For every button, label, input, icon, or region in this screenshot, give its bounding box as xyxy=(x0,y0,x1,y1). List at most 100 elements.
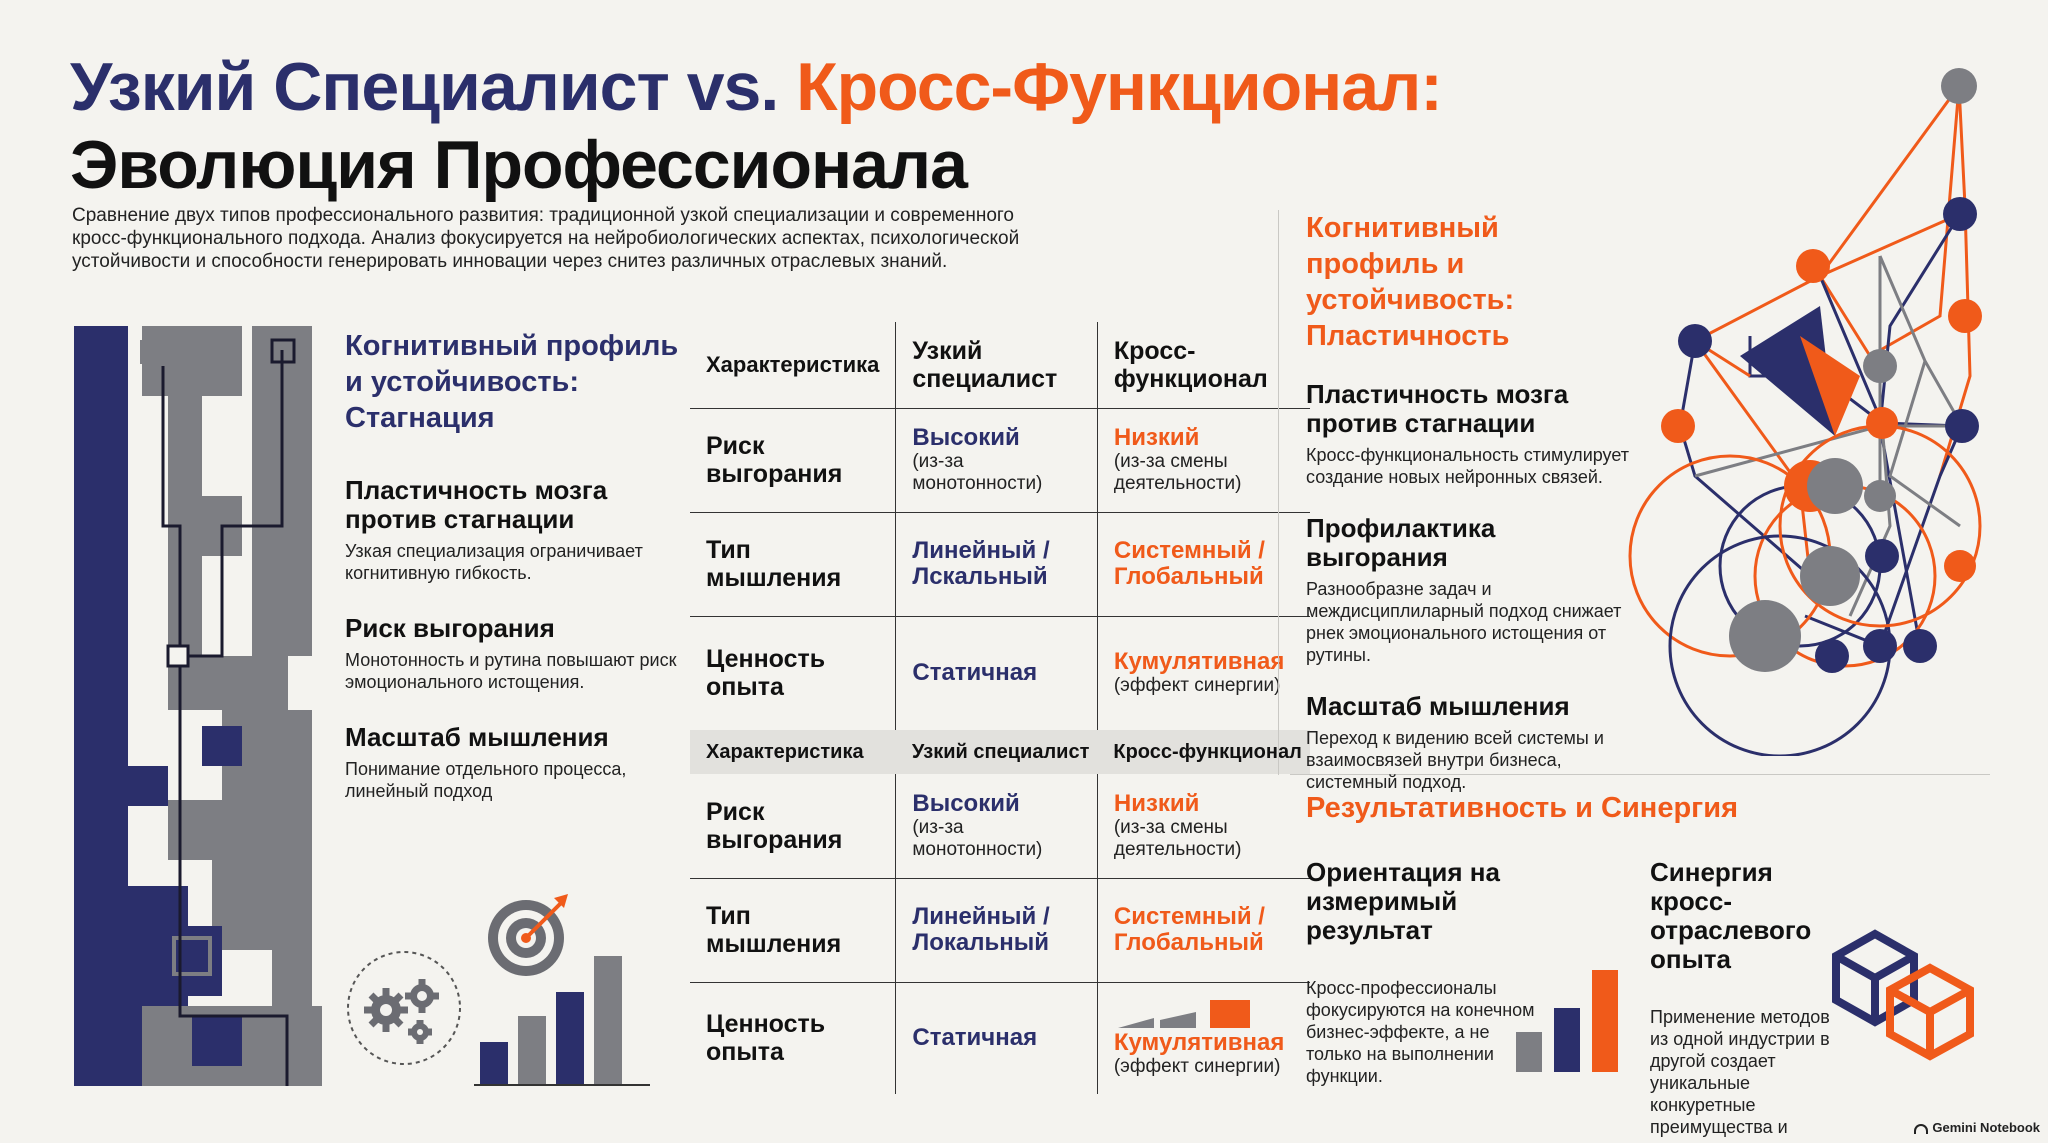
brand-text: Gemini Notebook xyxy=(1932,1120,2040,1135)
cross-value: Кумулятивная xyxy=(1113,648,1285,676)
hexagon-cubes-icon xyxy=(1832,929,1974,1061)
table-row: Ценность опыта Статичная Кумулятивная (эф… xyxy=(690,982,1310,1094)
cross-cell: Системный / Глобальный xyxy=(1096,512,1310,617)
left-item-text: Понимание отдельного процесса, линейный … xyxy=(345,759,627,801)
spec-cell: Высокий (из-за монотонности) xyxy=(895,774,1098,879)
spec-value: Высокий xyxy=(912,789,1020,817)
table-row: Тип мышления Линейный / Лскальный Систем… xyxy=(690,512,1310,617)
section-divider xyxy=(1290,774,1990,775)
spec-value: Статичная xyxy=(912,659,1038,687)
cross-note: (из-за смены деятельности) xyxy=(1113,816,1242,860)
table-header-cell: Характеристика xyxy=(690,322,896,409)
comparison-table: Характеристика Узкий специалист Кросс-фу… xyxy=(690,322,1310,1094)
target-icon xyxy=(488,894,568,976)
left-item-title: Пластичность мозга против стагнации xyxy=(345,475,608,534)
cross-note: (эффект синергии) xyxy=(1113,1056,1281,1078)
cross-value: Системный / Глобальный xyxy=(1113,903,1265,956)
cross-cell: Системный / Глобальный xyxy=(1096,878,1310,983)
cross-value: Системный / Глобальный xyxy=(1113,537,1265,590)
row-label: Тип мышления xyxy=(690,512,896,617)
title-vs: vs. xyxy=(686,49,780,125)
right-item-title: Масштаб мышления xyxy=(1306,691,1570,721)
intro-text: Сравнение двух типов профессионального р… xyxy=(72,205,1020,272)
results-section-title: Результативность и Синергия xyxy=(1306,792,1738,824)
right-item-text: Переход к видению всей системы и взаимос… xyxy=(1306,728,1604,792)
right-column: Когнитивный профиль и устойчивость: Плас… xyxy=(1306,210,1636,793)
row-label: Риск выгорания xyxy=(690,408,896,513)
left-item-title: Масштаб мышления xyxy=(345,722,609,752)
title-part1: Узкий Специалист xyxy=(70,49,687,125)
page-title: Узкий Специалист vs. Кросс-Функционал: xyxy=(70,48,1570,126)
table-header-cell: Кросс-функционал xyxy=(1096,322,1310,409)
column-divider xyxy=(1278,210,1279,775)
right-item: Масштаб мышления Переход к видению всей … xyxy=(1306,692,1636,793)
brand-label: Gemini Notebook xyxy=(1914,1120,2040,1135)
table-header-cell: Узкий специалист xyxy=(895,322,1098,409)
spec-note: (из-за монотонности) xyxy=(912,816,1043,860)
table-row: Риск выгорания Высокий (из-за монотонност… xyxy=(690,408,1310,513)
table-header-cell: Характеристика xyxy=(690,730,896,774)
left-item-text: Монотонность и рутина повышают риск эмоц… xyxy=(345,650,677,692)
cross-value: Низкий xyxy=(1113,789,1200,817)
maze-illustration xyxy=(74,326,322,1086)
row-label: Ценность опыта xyxy=(706,645,826,702)
spec-cell: Статичная xyxy=(895,982,1098,1094)
result-bar-chart-icon xyxy=(1516,970,1618,1072)
result-item-title: Синергия кросс-отраслевого опыта xyxy=(1650,857,1812,974)
table-row: Риск выгорания Высокий (из-за монотонност… xyxy=(690,774,1310,879)
title-part2: Кросс-Функционал: xyxy=(778,49,1443,125)
right-item: Профилактика выгорания Разнообразне зада… xyxy=(1306,514,1636,666)
cross-note: (эффект синергии) xyxy=(1113,675,1281,697)
right-section-title: Когнитивный профиль и устойчивость: Плас… xyxy=(1306,212,1515,352)
growth-steps-icon xyxy=(1117,1000,1250,1029)
table-header-row: Характеристика Узкий специалист Кросс-фу… xyxy=(690,322,1310,409)
left-item-text: Узкая специализация ограничивает когнити… xyxy=(345,541,643,583)
spec-cell: Линейный / Локальный xyxy=(895,878,1098,983)
cross-value: Низкий xyxy=(1113,424,1200,451)
left-item-title: Риск выгорания xyxy=(345,613,555,643)
row-label: Риск выгорания xyxy=(690,774,896,879)
cross-note: (из-за смены деятельности) xyxy=(1113,451,1242,494)
right-item: Пластичность мозга против стагнации Крос… xyxy=(1306,380,1636,488)
bar-chart-icon xyxy=(474,956,650,1086)
spec-value: Линейный / Лскальный xyxy=(912,537,1050,590)
left-section-title: Когнитивный профиль и устойчивость: Стаг… xyxy=(345,330,679,434)
row-label: Ценность опыта xyxy=(706,1010,826,1067)
gears-icon xyxy=(347,951,461,1065)
cross-value: Кумулятивная xyxy=(1113,1029,1285,1057)
spec-value: Высокий xyxy=(912,424,1020,451)
result-item-title: Ориентация на измеримый результат xyxy=(1306,857,1500,945)
table-row: Тип мышления Линейный / Локальный Систем… xyxy=(690,878,1310,983)
result-item-synergy: Синергия кросс-отраслевого опыта Примене… xyxy=(1650,858,1850,1143)
table-row: Ценность опыта Статичная Кумулятивная (эф… xyxy=(690,616,1310,730)
left-item: Масштаб мышления Понимание отдельного пр… xyxy=(345,723,685,802)
right-item-title: Профилактика выгорания xyxy=(1306,513,1496,572)
cross-cell: Низкий (из-за смены деятельности) xyxy=(1096,774,1310,879)
left-column: Когнитивный профиль и устойчивость: Стаг… xyxy=(345,328,685,802)
spec-note: (из-за монотонности) xyxy=(912,451,1043,494)
spec-cell: Линейный / Лскальный xyxy=(895,512,1098,617)
result-item-text: Кросс-профессионалы фокусируются на коне… xyxy=(1306,978,1535,1086)
right-item-text: Кросс-функциональность стимулирует созда… xyxy=(1306,445,1630,487)
left-item: Риск выгорания Монотонность и рутина пов… xyxy=(345,614,685,693)
row-label: Тип мышления xyxy=(690,878,896,983)
right-item-text: Разнообразне задач и междисциплиларный п… xyxy=(1306,579,1622,665)
spec-value: Статичная xyxy=(912,1024,1038,1052)
title-block: Узкий Специалист vs. Кросс-Функционал: Э… xyxy=(70,48,1570,204)
spec-value: Линейный / Локальный xyxy=(912,903,1050,956)
left-item: Пластичность мозга против стагнации Узка… xyxy=(345,476,685,584)
cross-cell: Низкий (из-за смены деятельности) xyxy=(1096,408,1310,513)
cross-cell: Кумулятивная (эффект синергии) xyxy=(1096,982,1310,1094)
right-item-title: Пластичность мозга против стагнации xyxy=(1306,379,1569,438)
page-subtitle: Эволюция Профессионала xyxy=(70,127,968,203)
table-header-row-2: Характеристика Узкий специалист Кросс-фу… xyxy=(690,730,1310,774)
spec-cell: Высокий (из-за монотонности) xyxy=(895,408,1098,513)
result-item-measurable: Ориентация на измеримый результат Кросс-… xyxy=(1306,858,1536,1087)
table-header-cell: Кросс-функционал xyxy=(1097,730,1310,774)
result-item-text: Применение методов из одной индустрии в … xyxy=(1650,1007,1830,1143)
network-illustration xyxy=(1628,68,1982,756)
cross-cell: Кумулятивная (эффект синергии) xyxy=(1096,616,1310,730)
spec-cell: Статичная xyxy=(895,616,1098,730)
gemini-logo-icon xyxy=(1914,1123,1929,1134)
table-header-cell: Узкий специалист xyxy=(895,730,1098,774)
